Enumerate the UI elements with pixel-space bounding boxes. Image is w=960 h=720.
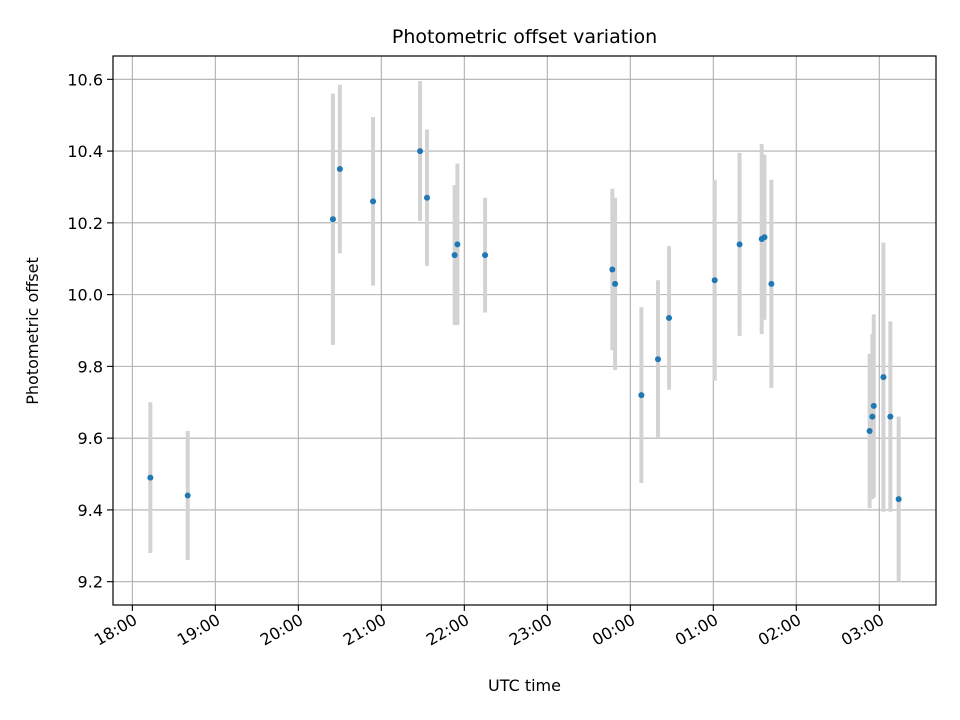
y-axis-ticks: 9.2 9.4 9.6 9.8 10.0 10.2 10.4 10.6 xyxy=(67,70,113,592)
plot-frame xyxy=(112,55,937,606)
data-point xyxy=(768,280,775,287)
data-point xyxy=(612,280,619,287)
data-point xyxy=(336,166,343,173)
y-tick-label: 9.2 xyxy=(78,573,103,592)
data-point xyxy=(147,474,154,481)
data-point xyxy=(895,496,902,503)
y-tick-label: 9.6 xyxy=(78,429,103,448)
data-point xyxy=(870,402,877,409)
data-point xyxy=(887,413,894,420)
data-point xyxy=(761,234,768,241)
data-point xyxy=(329,216,336,223)
y-tick-label: 9.8 xyxy=(78,357,103,376)
data-point xyxy=(711,277,718,284)
y-tick-label: 10.4 xyxy=(67,142,103,161)
data-point xyxy=(482,252,489,259)
data-point xyxy=(451,252,458,259)
data-point xyxy=(880,374,887,381)
y-tick-label: 10.0 xyxy=(67,286,103,305)
x-axis-label: UTC time xyxy=(488,676,561,695)
grid-lines xyxy=(113,56,936,605)
y-tick-label: 9.4 xyxy=(78,501,103,520)
data-point xyxy=(184,492,191,499)
data-point xyxy=(866,427,873,434)
data-point xyxy=(417,148,424,155)
chart-title: Photometric offset variation xyxy=(392,26,657,48)
data-point xyxy=(869,413,876,420)
data-point xyxy=(638,392,645,399)
y-axis-label: Photometric offset xyxy=(23,257,42,405)
y-tick-label: 10.6 xyxy=(67,70,103,89)
data-point xyxy=(370,198,377,205)
data-point xyxy=(654,356,661,363)
y-tick-label: 10.2 xyxy=(67,214,103,233)
data-point xyxy=(666,314,673,321)
data-point xyxy=(423,194,430,201)
data-point xyxy=(736,241,743,248)
data-point xyxy=(454,241,461,248)
data-points xyxy=(147,148,902,503)
data-point xyxy=(609,266,616,273)
